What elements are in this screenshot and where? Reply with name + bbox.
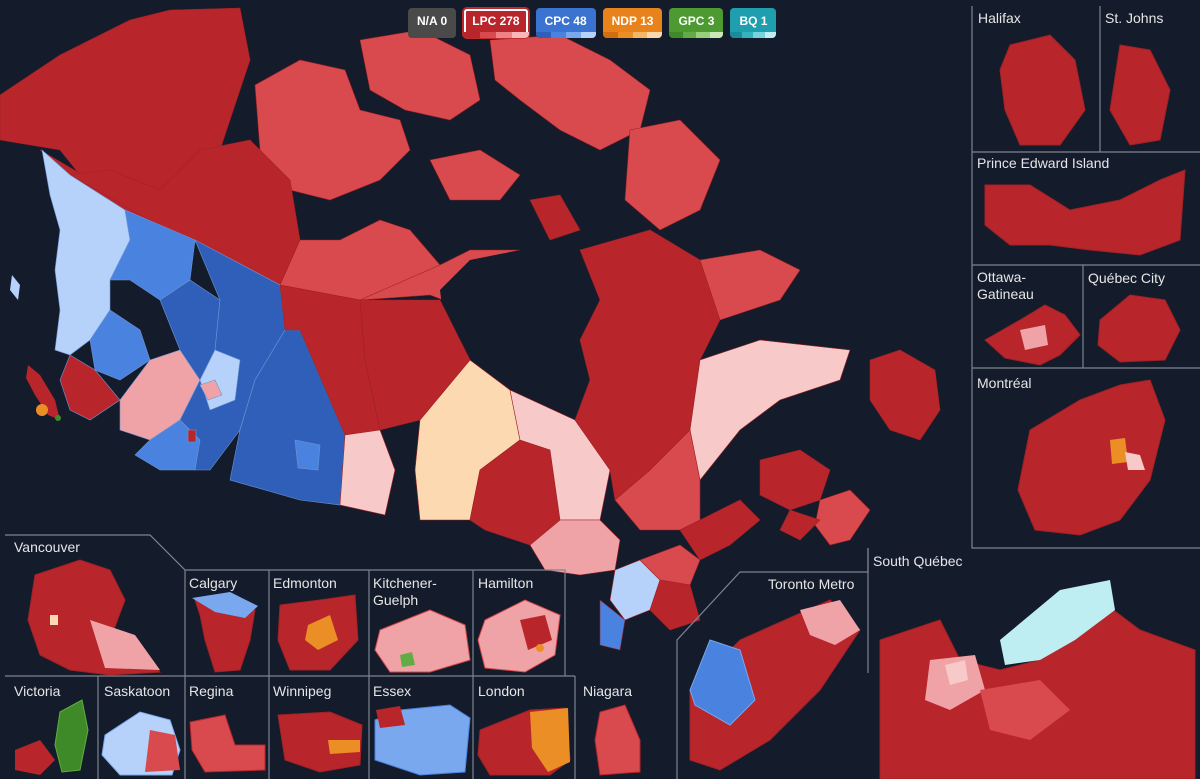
quebec: [574, 229, 851, 561]
inset-ottawa-map: [984, 304, 1081, 366]
inset-label-toronto-metro: Toronto Metro: [768, 576, 855, 592]
legend-shade-strip: [602, 32, 663, 38]
inset-label-london: London: [478, 683, 525, 699]
alberta: [179, 239, 286, 471]
legend-shade-strip: [463, 32, 529, 38]
legend-shade-strip: [669, 32, 724, 38]
legend-pill-label: NDP 13: [611, 13, 654, 28]
inset-regina-map: [189, 714, 266, 773]
legend-shade-strip: [535, 32, 596, 38]
hudson-bay: [440, 250, 600, 420]
inset-label-saskatoon: Saskatoon: [104, 683, 171, 699]
legend-pill-gpc[interactable]: GPC 3: [669, 8, 724, 38]
inset-label-ottawa-gatineau: Ottawa- Gatineau: [977, 269, 1034, 302]
inset-label-kitchener-guelph: Kitchener- Guelph: [373, 575, 437, 608]
legend-pill-label: LPC 278: [472, 13, 520, 28]
inset-label-south-quebec: South Québec: [873, 553, 963, 569]
british-columbia: [41, 149, 221, 471]
inset-label-vancouver: Vancouver: [14, 539, 80, 555]
ontario: [414, 359, 701, 651]
party-legend: N/A 0 LPC 278 CPC 48 NDP 13 GPC 3 BQ 1: [408, 8, 777, 38]
vancouver-island: [26, 365, 60, 420]
legend-shade-strip: [408, 32, 457, 38]
manitoba: [279, 284, 471, 516]
inset-south-quebec-map: [879, 580, 1196, 779]
legend-pill-lpc[interactable]: LPC 278: [463, 8, 529, 38]
legend-pill-label: CPC 48: [544, 13, 587, 28]
bc-coast-islands: [10, 275, 20, 300]
inset-kitchener-map: [374, 609, 471, 673]
inset-label-edmonton: Edmonton: [273, 575, 337, 591]
inset-label-halifax: Halifax: [978, 10, 1021, 26]
inset-label-winnipeg: Winnipeg: [273, 683, 332, 699]
inset-label-regina: Regina: [189, 683, 234, 699]
inset-london-map: [477, 707, 571, 776]
inset-label-montreal: Montréal: [977, 375, 1032, 391]
inset-label-niagara: Niagara: [583, 683, 633, 699]
inset-borders: [5, 6, 1200, 779]
inset-victoria-map: [15, 699, 89, 775]
inset-label-hamilton: Hamilton: [478, 575, 534, 591]
inset-montreal-map: [1017, 379, 1166, 536]
inset-halifax-map: [999, 34, 1086, 146]
inset-edmonton-map: [277, 594, 359, 671]
inset-vancouver-map: [27, 559, 162, 676]
inset-label-pei: Prince Edward Island: [977, 155, 1110, 171]
inset-quebec-city-map: [1097, 294, 1181, 363]
atlantic-provinces: [759, 349, 941, 546]
inset-pei-map: [984, 169, 1186, 256]
saskatchewan: [229, 329, 346, 506]
legend-pill-na[interactable]: N/A 0: [408, 8, 457, 38]
legend-pill-bq[interactable]: BQ 1: [730, 8, 777, 38]
inset-saskatoon-map: [101, 711, 181, 776]
legend-pill-label: BQ 1: [739, 13, 768, 28]
inset-calgary-map: [192, 592, 258, 673]
inset-essex-map: [374, 704, 471, 776]
inset-niagara-map: [594, 704, 641, 776]
inset-toronto-map: [689, 599, 861, 771]
inset-label-victoria: Victoria: [14, 683, 61, 699]
inset-label-st-johns: St. Johns: [1105, 10, 1164, 26]
inset-stjohns-map: [1109, 44, 1171, 146]
legend-pill-ndp[interactable]: NDP 13: [602, 8, 663, 38]
inset-winnipeg-map: [277, 711, 363, 773]
inset-hamilton-map: [477, 599, 561, 673]
legend-shade-strip: [730, 32, 777, 38]
inset-label-calgary: Calgary: [189, 575, 238, 591]
inset-label-quebec-city: Québec City: [1088, 270, 1166, 286]
legend-pill-label: N/A 0: [417, 13, 448, 28]
legend-pill-cpc[interactable]: CPC 48: [535, 8, 596, 38]
legend-pill-label: GPC 3: [678, 13, 715, 28]
inset-label-essex: Essex: [373, 683, 412, 699]
